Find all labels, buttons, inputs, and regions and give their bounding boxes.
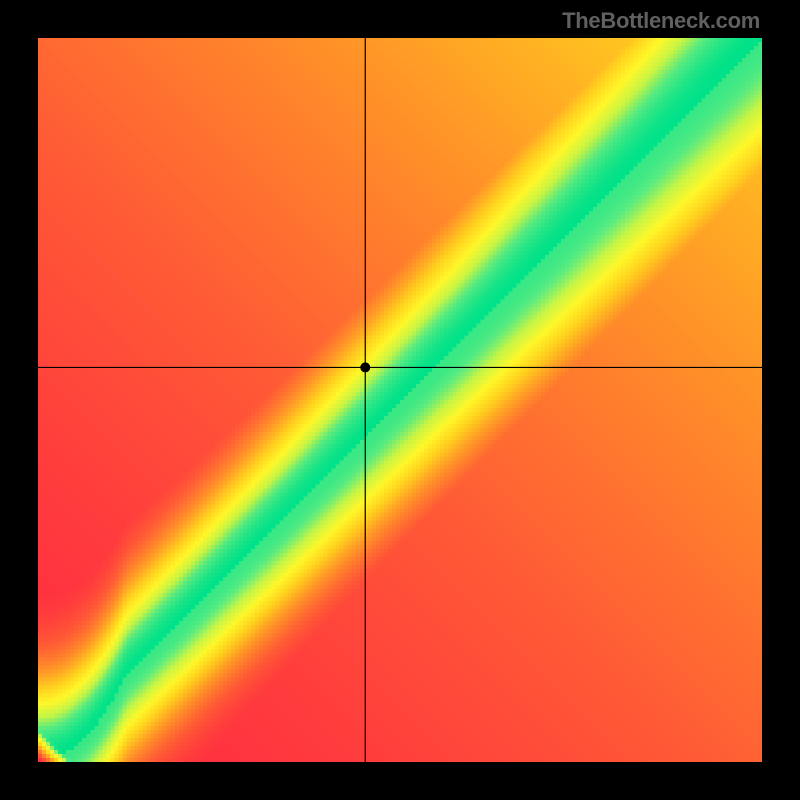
chart-container: TheBottleneck.com [0,0,800,800]
watermark-text: TheBottleneck.com [562,8,760,34]
bottleneck-heatmap [38,38,762,762]
